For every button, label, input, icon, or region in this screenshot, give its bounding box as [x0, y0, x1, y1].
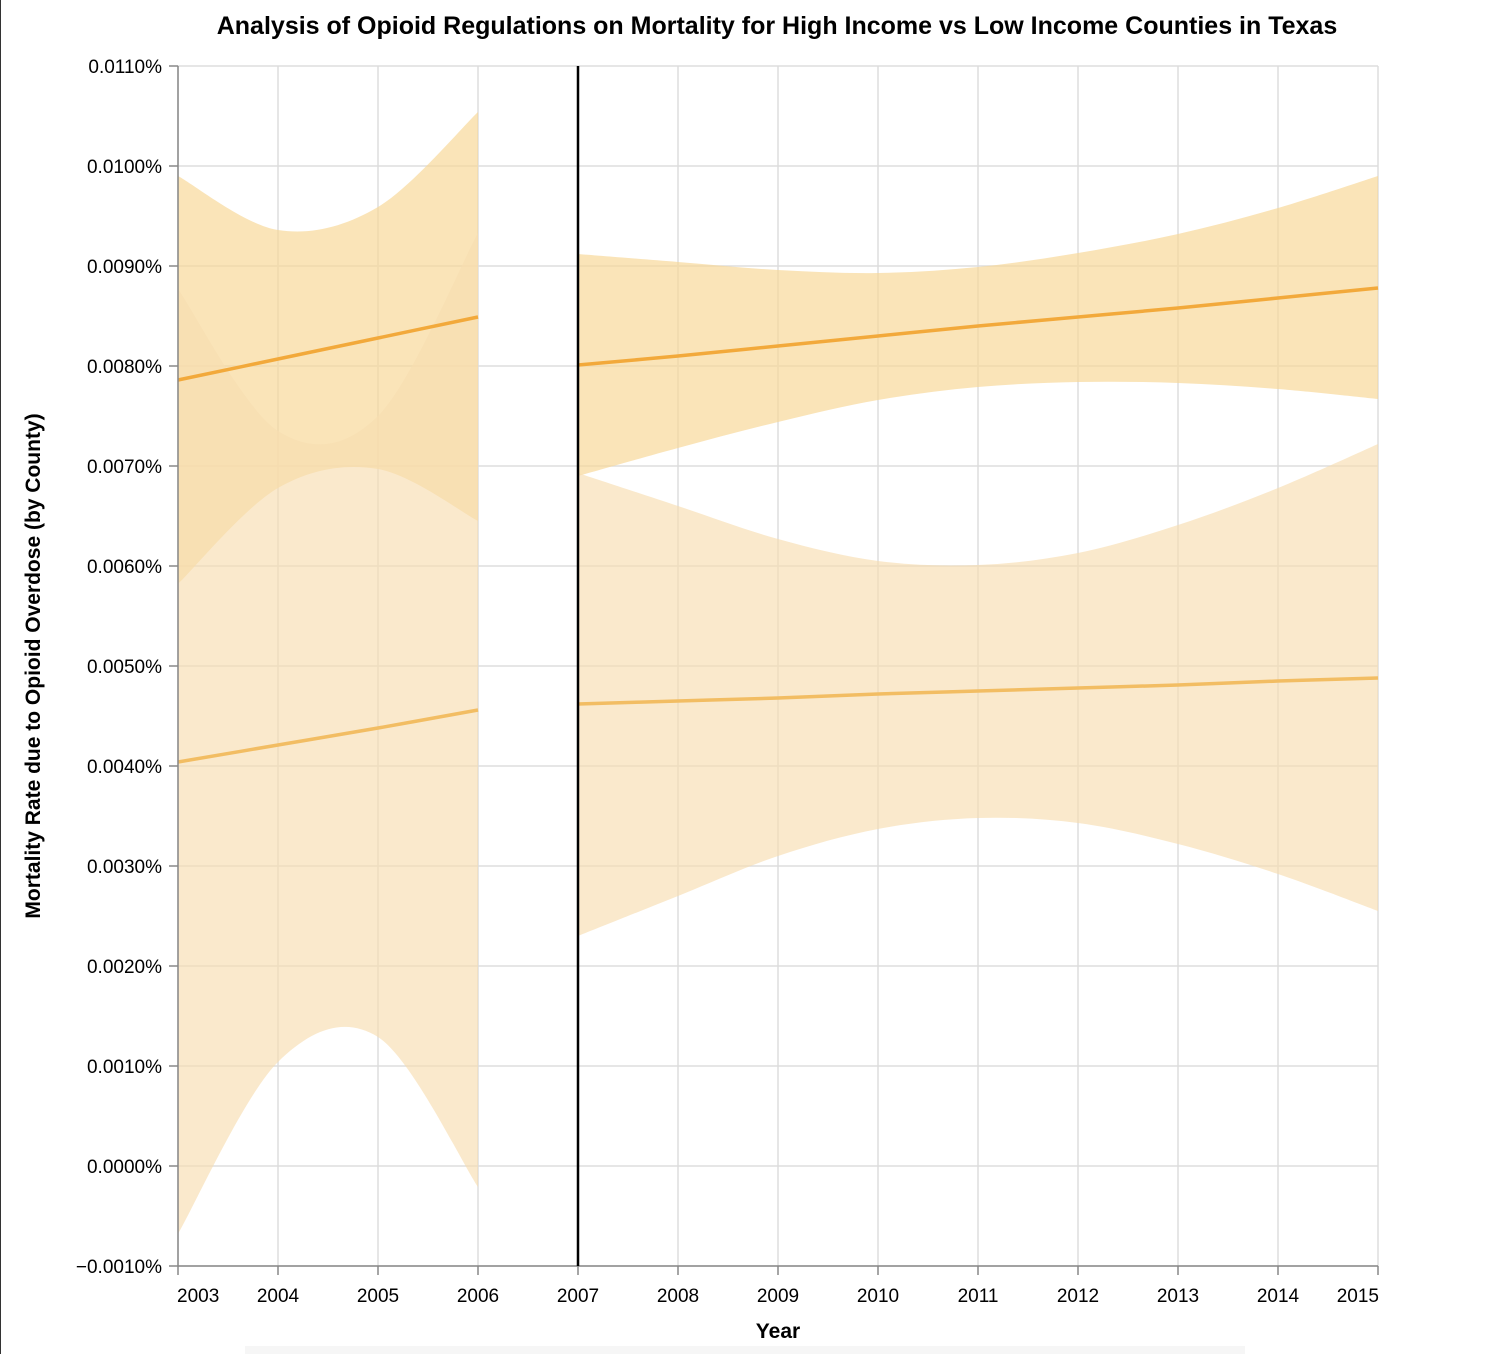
- x-tick-label: 2003: [177, 1286, 219, 1307]
- low-income-band-pre: [178, 233, 478, 1234]
- high-income-line-pre: [177, 315, 479, 382]
- x-tick-label: 2009: [757, 1286, 799, 1307]
- y-tick-label: 0.0020%: [87, 957, 162, 978]
- axes: −0.0010% 0.0000% 0.0010% 0.0020% 0.0030% 0.00…: [76, 57, 1379, 1307]
- y-tick-label: 0.0040%: [87, 757, 162, 778]
- x-tick-label: 2011: [958, 1286, 999, 1307]
- x-tick-label: 2005: [357, 1286, 399, 1307]
- x-tick-label: 2014: [1257, 1286, 1300, 1307]
- y-tick-label: 0.0070%: [87, 457, 162, 478]
- x-tick-label: 2010: [857, 1286, 899, 1307]
- x-axis-title: Year: [756, 1320, 800, 1343]
- y-tick-label: 0.0050%: [87, 657, 162, 678]
- y-tick-label: −0.0010%: [76, 1257, 162, 1278]
- trend-lines: [177, 286, 1379, 764]
- y-tick-label: 0.0080%: [87, 357, 162, 378]
- low-income-line-pre: [177, 708, 479, 764]
- chart-title: Analysis of Opioid Regulations on Mortal…: [217, 12, 1338, 40]
- y-axis-title: Mortality Rate due to Opioid Overdose (b…: [22, 413, 45, 918]
- x-tick-label: 2004: [257, 1286, 300, 1307]
- low-income-line-post: [577, 676, 1379, 706]
- bottom-scroll-strip: [245, 1346, 1245, 1354]
- x-tick-label: 2006: [457, 1286, 499, 1307]
- y-tick-label: 0.0100%: [87, 157, 162, 178]
- x-tick-label: 2007: [557, 1286, 599, 1307]
- y-tick-label: 0.0090%: [87, 257, 162, 278]
- y-tick-label: 0.0030%: [87, 857, 162, 878]
- x-tick-label: 2013: [1157, 1286, 1199, 1307]
- y-tick-label: 0.0060%: [87, 557, 162, 578]
- y-tick-label: 0.0110%: [88, 57, 162, 78]
- x-tick-label: 2015: [1337, 1286, 1379, 1307]
- x-tick-label: 2008: [657, 1286, 699, 1307]
- window-left-border: [0, 0, 1, 1354]
- y-tick-label: 0.0000%: [87, 1157, 162, 1178]
- y-tick-label: 0.0010%: [87, 1057, 162, 1078]
- high-income-line-post: [577, 286, 1379, 367]
- x-tick-label: 2012: [1057, 1286, 1099, 1307]
